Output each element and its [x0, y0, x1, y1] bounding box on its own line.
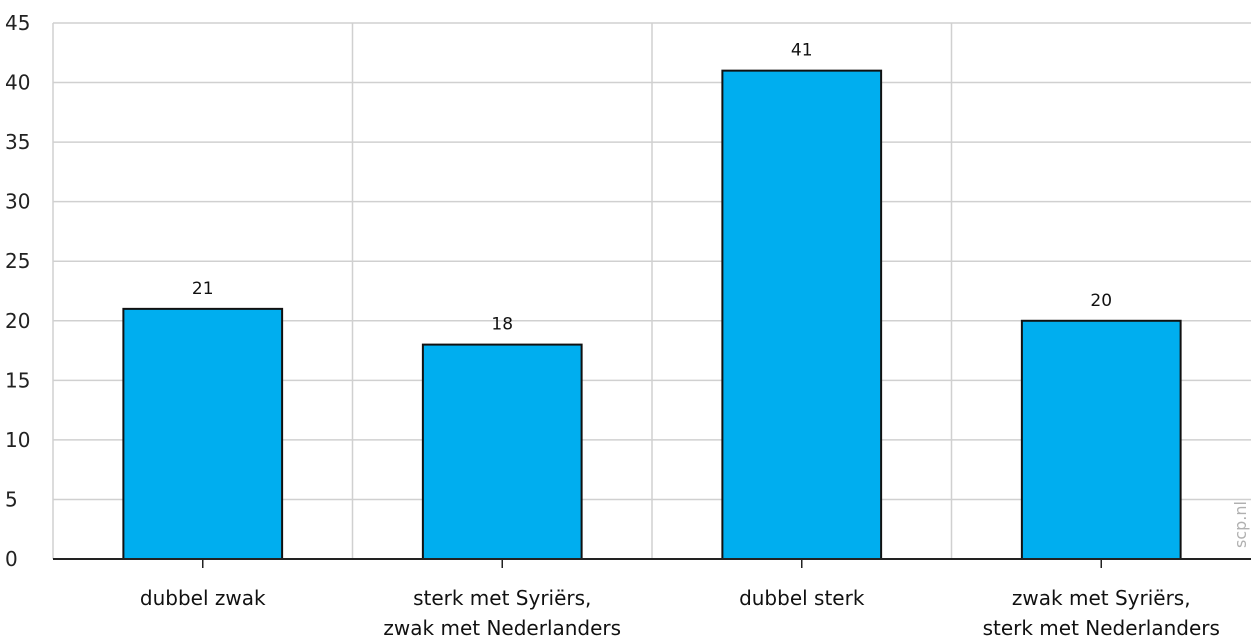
- y-tick-label: 35: [5, 130, 30, 154]
- data-labels: 21 18 41 20: [192, 41, 1112, 335]
- x-tick-label: sterk met Nederlanders: [983, 616, 1220, 636]
- x-axis-ticks: dubbel zwak sterk met Syriërs, zwak met Ne…: [140, 559, 1220, 636]
- x-tick-label: dubbel zwak: [140, 586, 266, 610]
- y-tick-label: 45: [5, 11, 30, 35]
- bar-series: [122, 69, 1182, 561]
- x-tick-label: dubbel sterk: [739, 586, 865, 610]
- data-label: 18: [491, 315, 513, 335]
- data-label: 20: [1090, 291, 1112, 311]
- data-label: 41: [791, 41, 813, 61]
- y-tick-label: 0: [5, 547, 18, 571]
- y-tick-label: 15: [5, 368, 30, 392]
- bar: [122, 307, 284, 560]
- y-tick-label: 30: [5, 190, 30, 214]
- bar: [421, 343, 583, 560]
- data-label: 21: [192, 279, 214, 299]
- bar: [721, 69, 883, 561]
- y-tick-label: 5: [5, 487, 18, 511]
- x-tick-label: sterk met Syriërs,: [413, 586, 591, 610]
- bar: [1020, 319, 1182, 560]
- y-tick-label: 20: [5, 309, 30, 333]
- y-tick-label: 10: [5, 428, 30, 452]
- y-tick-label: 40: [5, 71, 30, 95]
- x-tick-label: zwak met Syriërs,: [1012, 586, 1191, 610]
- source-watermark: scp.nl: [1231, 501, 1250, 548]
- x-tick-label: zwak met Nederlanders: [383, 616, 621, 636]
- y-axis-ticks: 0 5 10 15 20 25 30 35 40 45: [5, 11, 30, 571]
- y-tick-label: 25: [5, 249, 30, 273]
